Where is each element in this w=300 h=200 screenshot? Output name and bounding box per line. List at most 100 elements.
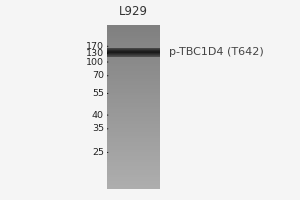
Bar xyxy=(107,150,160,152)
Bar xyxy=(107,113,160,115)
Bar xyxy=(107,55,160,56)
Bar xyxy=(107,56,160,58)
Bar xyxy=(107,48,160,49)
Bar xyxy=(107,93,160,95)
Bar xyxy=(107,160,160,162)
Bar xyxy=(107,78,160,81)
Bar xyxy=(107,82,160,85)
Bar xyxy=(107,52,160,53)
Bar xyxy=(107,121,160,124)
Bar xyxy=(107,25,160,28)
Bar xyxy=(107,164,160,166)
Bar xyxy=(107,131,160,134)
Bar xyxy=(107,127,160,130)
Bar xyxy=(107,180,160,183)
Text: 25: 25 xyxy=(92,148,104,157)
Bar xyxy=(107,76,160,79)
Bar xyxy=(107,186,160,189)
Bar xyxy=(107,64,160,66)
Bar xyxy=(107,50,160,51)
Text: 70: 70 xyxy=(92,71,104,80)
Bar xyxy=(107,68,160,71)
Bar xyxy=(107,62,160,64)
Bar xyxy=(107,135,160,138)
Bar xyxy=(107,154,160,156)
Bar xyxy=(107,72,160,75)
Bar xyxy=(107,156,160,158)
Bar xyxy=(107,105,160,107)
Bar xyxy=(107,139,160,142)
Bar xyxy=(107,91,160,93)
Bar xyxy=(107,111,160,113)
Bar xyxy=(107,178,160,181)
Bar xyxy=(107,58,160,60)
Bar xyxy=(107,107,160,109)
Bar xyxy=(107,172,160,175)
Bar xyxy=(107,115,160,117)
Bar xyxy=(107,133,160,136)
Bar xyxy=(107,51,160,52)
Bar xyxy=(107,103,160,105)
Bar xyxy=(107,52,160,54)
Bar xyxy=(107,70,160,73)
Bar xyxy=(107,129,160,132)
Bar xyxy=(107,51,160,52)
Text: 130: 130 xyxy=(86,49,104,58)
Bar xyxy=(107,42,160,44)
Bar xyxy=(107,54,160,55)
Bar xyxy=(107,49,160,50)
Bar xyxy=(107,40,160,42)
Bar xyxy=(107,50,160,51)
Bar xyxy=(107,35,160,38)
Bar xyxy=(107,125,160,128)
Text: L929: L929 xyxy=(119,5,148,18)
Text: 100: 100 xyxy=(86,58,104,67)
Bar xyxy=(107,33,160,36)
Bar xyxy=(107,54,160,56)
Bar xyxy=(107,56,160,57)
Bar xyxy=(107,27,160,30)
Bar xyxy=(107,46,160,48)
Bar xyxy=(107,66,160,68)
Text: 40: 40 xyxy=(92,111,104,120)
Text: 170: 170 xyxy=(86,42,104,51)
Bar xyxy=(107,48,160,50)
Bar xyxy=(107,54,160,55)
Bar xyxy=(107,80,160,83)
Bar xyxy=(107,99,160,101)
Bar xyxy=(107,141,160,144)
Bar xyxy=(107,144,160,146)
Bar xyxy=(107,166,160,168)
Bar xyxy=(107,109,160,111)
Bar xyxy=(107,31,160,34)
Bar xyxy=(107,184,160,187)
Bar xyxy=(107,152,160,154)
Text: 55: 55 xyxy=(92,89,104,98)
Bar xyxy=(107,60,160,62)
Text: 35: 35 xyxy=(92,124,104,133)
Bar xyxy=(107,158,160,160)
Bar xyxy=(107,95,160,97)
Text: p-TBC1D4 (T642): p-TBC1D4 (T642) xyxy=(169,47,264,57)
Bar xyxy=(107,29,160,32)
Bar xyxy=(107,137,160,140)
Bar xyxy=(107,86,160,89)
Bar xyxy=(107,117,160,119)
Bar xyxy=(107,48,160,49)
Bar xyxy=(107,84,160,87)
Bar xyxy=(107,176,160,179)
Bar xyxy=(107,162,160,164)
Bar xyxy=(107,182,160,185)
Bar xyxy=(107,101,160,103)
Bar xyxy=(107,174,160,177)
Bar xyxy=(107,37,160,40)
Bar xyxy=(107,44,160,46)
Bar xyxy=(107,123,160,126)
Bar xyxy=(107,49,160,50)
Bar xyxy=(107,88,160,91)
Bar xyxy=(107,148,160,150)
Bar xyxy=(107,168,160,170)
Bar xyxy=(107,146,160,148)
Bar xyxy=(107,53,160,54)
Bar xyxy=(107,50,160,52)
